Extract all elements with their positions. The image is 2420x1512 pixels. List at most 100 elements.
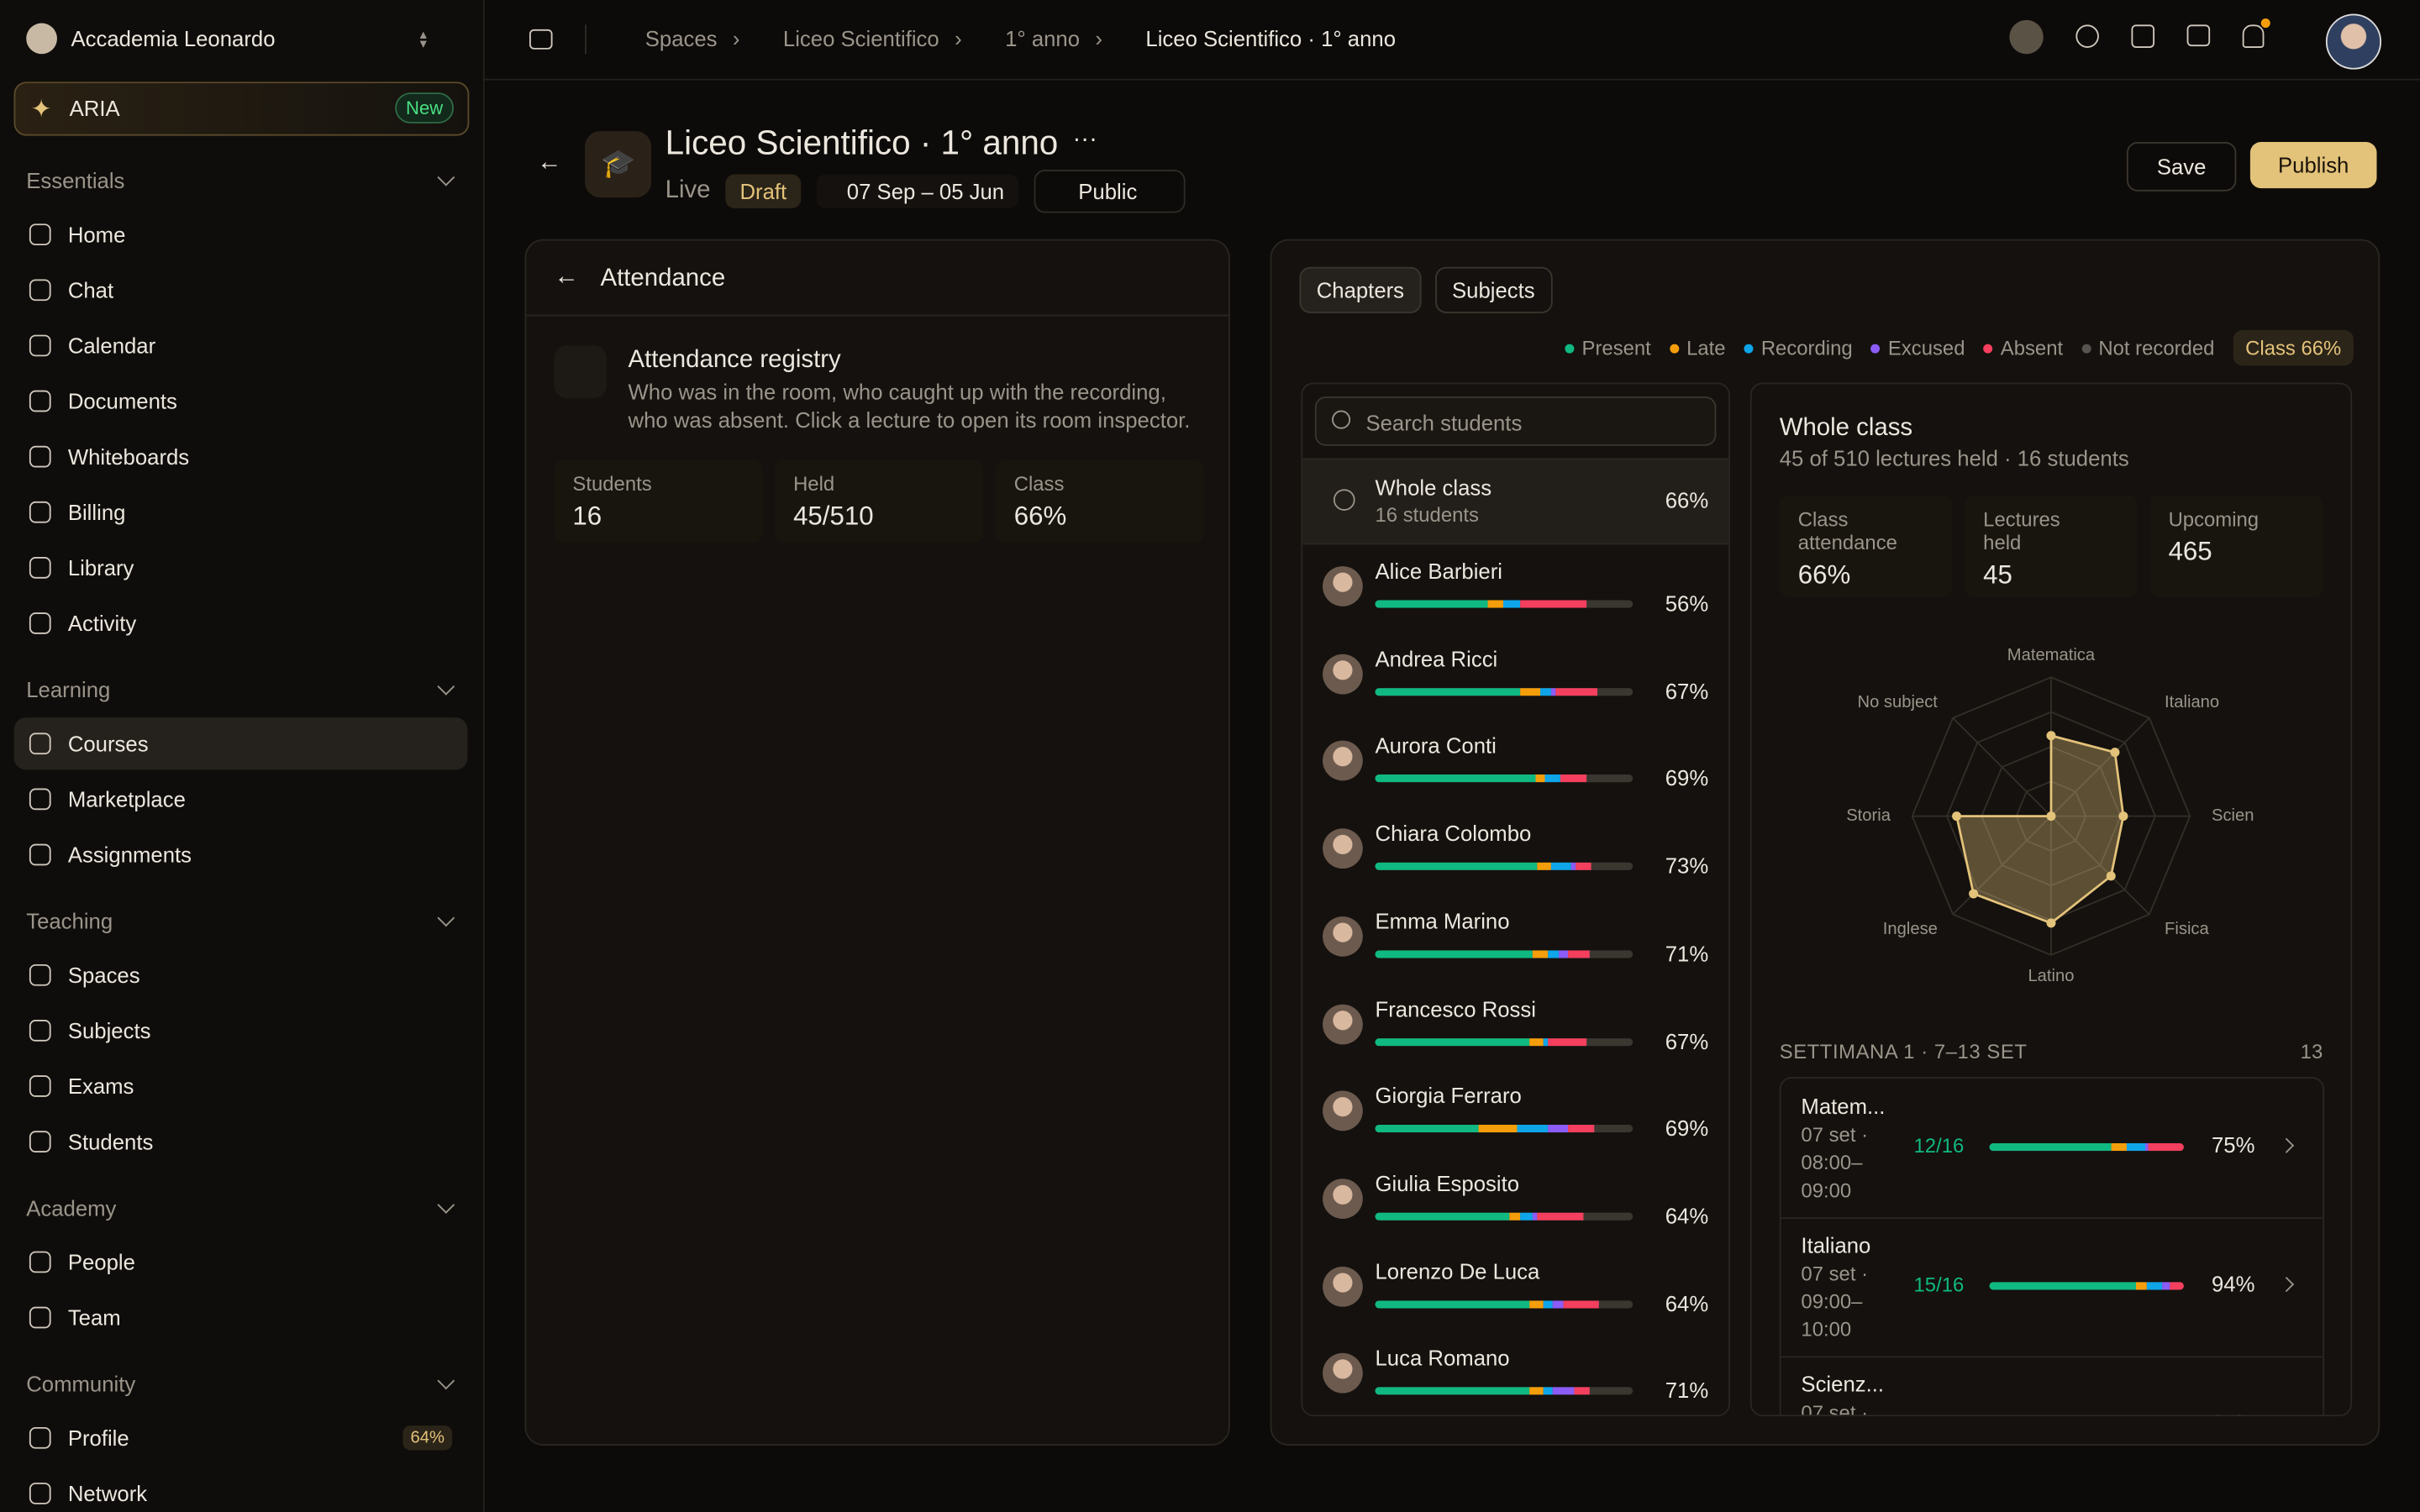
nav-icon	[29, 1131, 51, 1153]
group-icon	[1333, 489, 1355, 511]
aria-badge: New	[395, 92, 454, 123]
breadcrumb[interactable]: Liceo Scientifico · 1° anno	[1145, 26, 1397, 51]
lecture-pct: 94%	[2211, 1271, 2255, 1296]
lecture-row[interactable]: Matem... 07 set · 08:00–09:00 12/16 75%	[1781, 1079, 2323, 1219]
search-icon[interactable]	[2075, 24, 2099, 48]
breadcrumb[interactable]: 1° anno	[1005, 26, 1081, 51]
nav-item[interactable]: Documents	[14, 375, 468, 427]
tabs: Chapters Subjects	[1299, 266, 1552, 313]
nav-item[interactable]: Chat	[14, 264, 468, 316]
nav-icon	[29, 1251, 51, 1273]
row-sub: 16 students	[1375, 502, 1479, 527]
breadcrumb[interactable]: Spaces	[644, 26, 718, 51]
section-header[interactable]: Learning	[26, 677, 455, 702]
nav-label: Network	[67, 1481, 148, 1506]
student-pct: 71%	[1665, 1378, 1709, 1404]
bar-segment	[2149, 1142, 2184, 1152]
section-header[interactable]: Community	[26, 1372, 455, 1396]
radar-point	[2046, 811, 2056, 822]
visibility[interactable]: Public	[1034, 170, 1186, 213]
more-menu[interactable]: ···	[1072, 126, 1097, 153]
student-row[interactable]: Luca Romano 71%	[1302, 1331, 1728, 1415]
sidebar-toggle[interactable]	[529, 29, 553, 50]
nav-item[interactable]: Billing	[14, 486, 468, 538]
publish-button[interactable]: Publish	[2249, 141, 2377, 189]
bar-segment	[1519, 687, 1540, 696]
nav-item[interactable]: Calendar	[14, 319, 468, 371]
radar-point	[2118, 811, 2128, 822]
tab[interactable]: Subjects	[1434, 266, 1552, 313]
whole-class-row[interactable]: Whole class 16 students 66%	[1302, 458, 1729, 545]
dates[interactable]: 07 Sep – 05 Jun	[816, 174, 1018, 208]
org-name[interactable]: Accademia Leonardo	[71, 26, 276, 51]
nav-item[interactable]: Subjects	[14, 1005, 468, 1057]
student-row[interactable]: Emma Marino 71%	[1302, 893, 1728, 979]
calendar-icon[interactable]	[2131, 24, 2155, 48]
bell-icon[interactable]	[2242, 18, 2270, 48]
search-glyph	[1332, 410, 1351, 429]
nav-item[interactable]: Students	[14, 1116, 468, 1168]
user-avatar[interactable]	[2325, 13, 2382, 70]
search-box[interactable]: Search students	[1314, 396, 1717, 446]
chevron	[437, 1196, 455, 1214]
stat-value: 465	[2168, 537, 2212, 567]
tab[interactable]: Chapters	[1299, 266, 1422, 313]
stat-label: Class attendance	[1797, 507, 1897, 554]
nav-item[interactable]: Courses	[13, 717, 468, 770]
student-row[interactable]: Alice Barbieri 56%	[1302, 543, 1728, 630]
nav-label: Whiteboards	[67, 444, 190, 470]
nav-item[interactable]: Exams	[14, 1060, 468, 1112]
nav-icon	[29, 501, 51, 523]
nav-item[interactable]: Activity	[14, 597, 468, 649]
lecture-open[interactable]	[2278, 1276, 2295, 1293]
nav-item[interactable]: Whiteboards	[14, 430, 468, 482]
bar-segment	[1558, 950, 1569, 958]
nav-label: Team	[67, 1305, 121, 1331]
breadcrumb[interactable]: Liceo Scientifico	[782, 26, 939, 51]
lecture-row[interactable]: Scienz... 07 set · 13/16 81%	[1781, 1356, 2323, 1416]
back-arrow[interactable]: ←	[537, 150, 562, 176]
bar-segment	[1553, 1299, 1564, 1308]
course-meta: Live Draft 07 Sep – 05 Jun Public	[666, 170, 1186, 213]
section-header[interactable]: Essentials	[26, 168, 455, 193]
section-header[interactable]: Academy	[26, 1195, 455, 1221]
org-switch[interactable]: ▴ ▾	[419, 26, 427, 51]
student-row[interactable]: Chiara Colombo 73%	[1302, 806, 1728, 892]
student-row[interactable]: Francesco Rossi 67%	[1302, 980, 1728, 1067]
bar-segment	[1534, 774, 1545, 783]
lecture-row[interactable]: Italiano 07 set · 09:00–10:00 15/16 94%	[1781, 1217, 2323, 1358]
nav-item[interactable]: Network	[14, 1467, 468, 1512]
nav-item[interactable]: Library	[14, 542, 468, 594]
panel-title: Attendance	[600, 265, 726, 292]
student-row[interactable]: Giulia Esposito 64%	[1302, 1155, 1728, 1242]
nav-icon	[29, 445, 51, 468]
lecture-list: Matem... 07 set · 08:00–09:00 12/16 75% Ital…	[1779, 1077, 2325, 1416]
radar-axis-label: Fisica	[2165, 920, 2209, 938]
nav-item[interactable]: People	[14, 1236, 468, 1288]
nav-icon	[29, 843, 51, 866]
student-row[interactable]: Andrea Ricci 67%	[1302, 631, 1728, 717]
nav-item[interactable]: Assignments	[14, 828, 468, 880]
student-row[interactable]: Lorenzo De Luca 64%	[1302, 1243, 1728, 1330]
save-button[interactable]: Save	[2126, 141, 2237, 192]
nav-icon	[29, 612, 51, 634]
lecture-open[interactable]	[2279, 1415, 2294, 1416]
nav-item[interactable]: Team	[14, 1291, 468, 1343]
bar-segment	[1529, 1037, 1543, 1046]
nav-item[interactable]: Marketplace	[14, 773, 468, 825]
mascot[interactable]	[2009, 19, 2044, 55]
lecture-open[interactable]	[2278, 1137, 2295, 1153]
student-row[interactable]: Giorgia Ferraro 69%	[1302, 1068, 1728, 1154]
nav-item[interactable]: Profile 64%	[14, 1412, 468, 1464]
nav-item[interactable]: Spaces	[14, 949, 468, 1001]
nav-item[interactable]: Home	[14, 208, 468, 260]
panel-back[interactable]: ←	[554, 264, 579, 291]
legend-label: Late	[1686, 336, 1726, 360]
student-row[interactable]: Aurora Conti 69%	[1302, 718, 1728, 805]
student-avatar	[1323, 1353, 1363, 1394]
aria-button[interactable]: ✦ ARIA New	[13, 81, 470, 136]
chat-icon[interactable]	[2186, 24, 2211, 47]
bar-segment	[1478, 1125, 1518, 1133]
nav-icon	[29, 334, 51, 357]
section-header[interactable]: Teaching	[26, 909, 455, 933]
